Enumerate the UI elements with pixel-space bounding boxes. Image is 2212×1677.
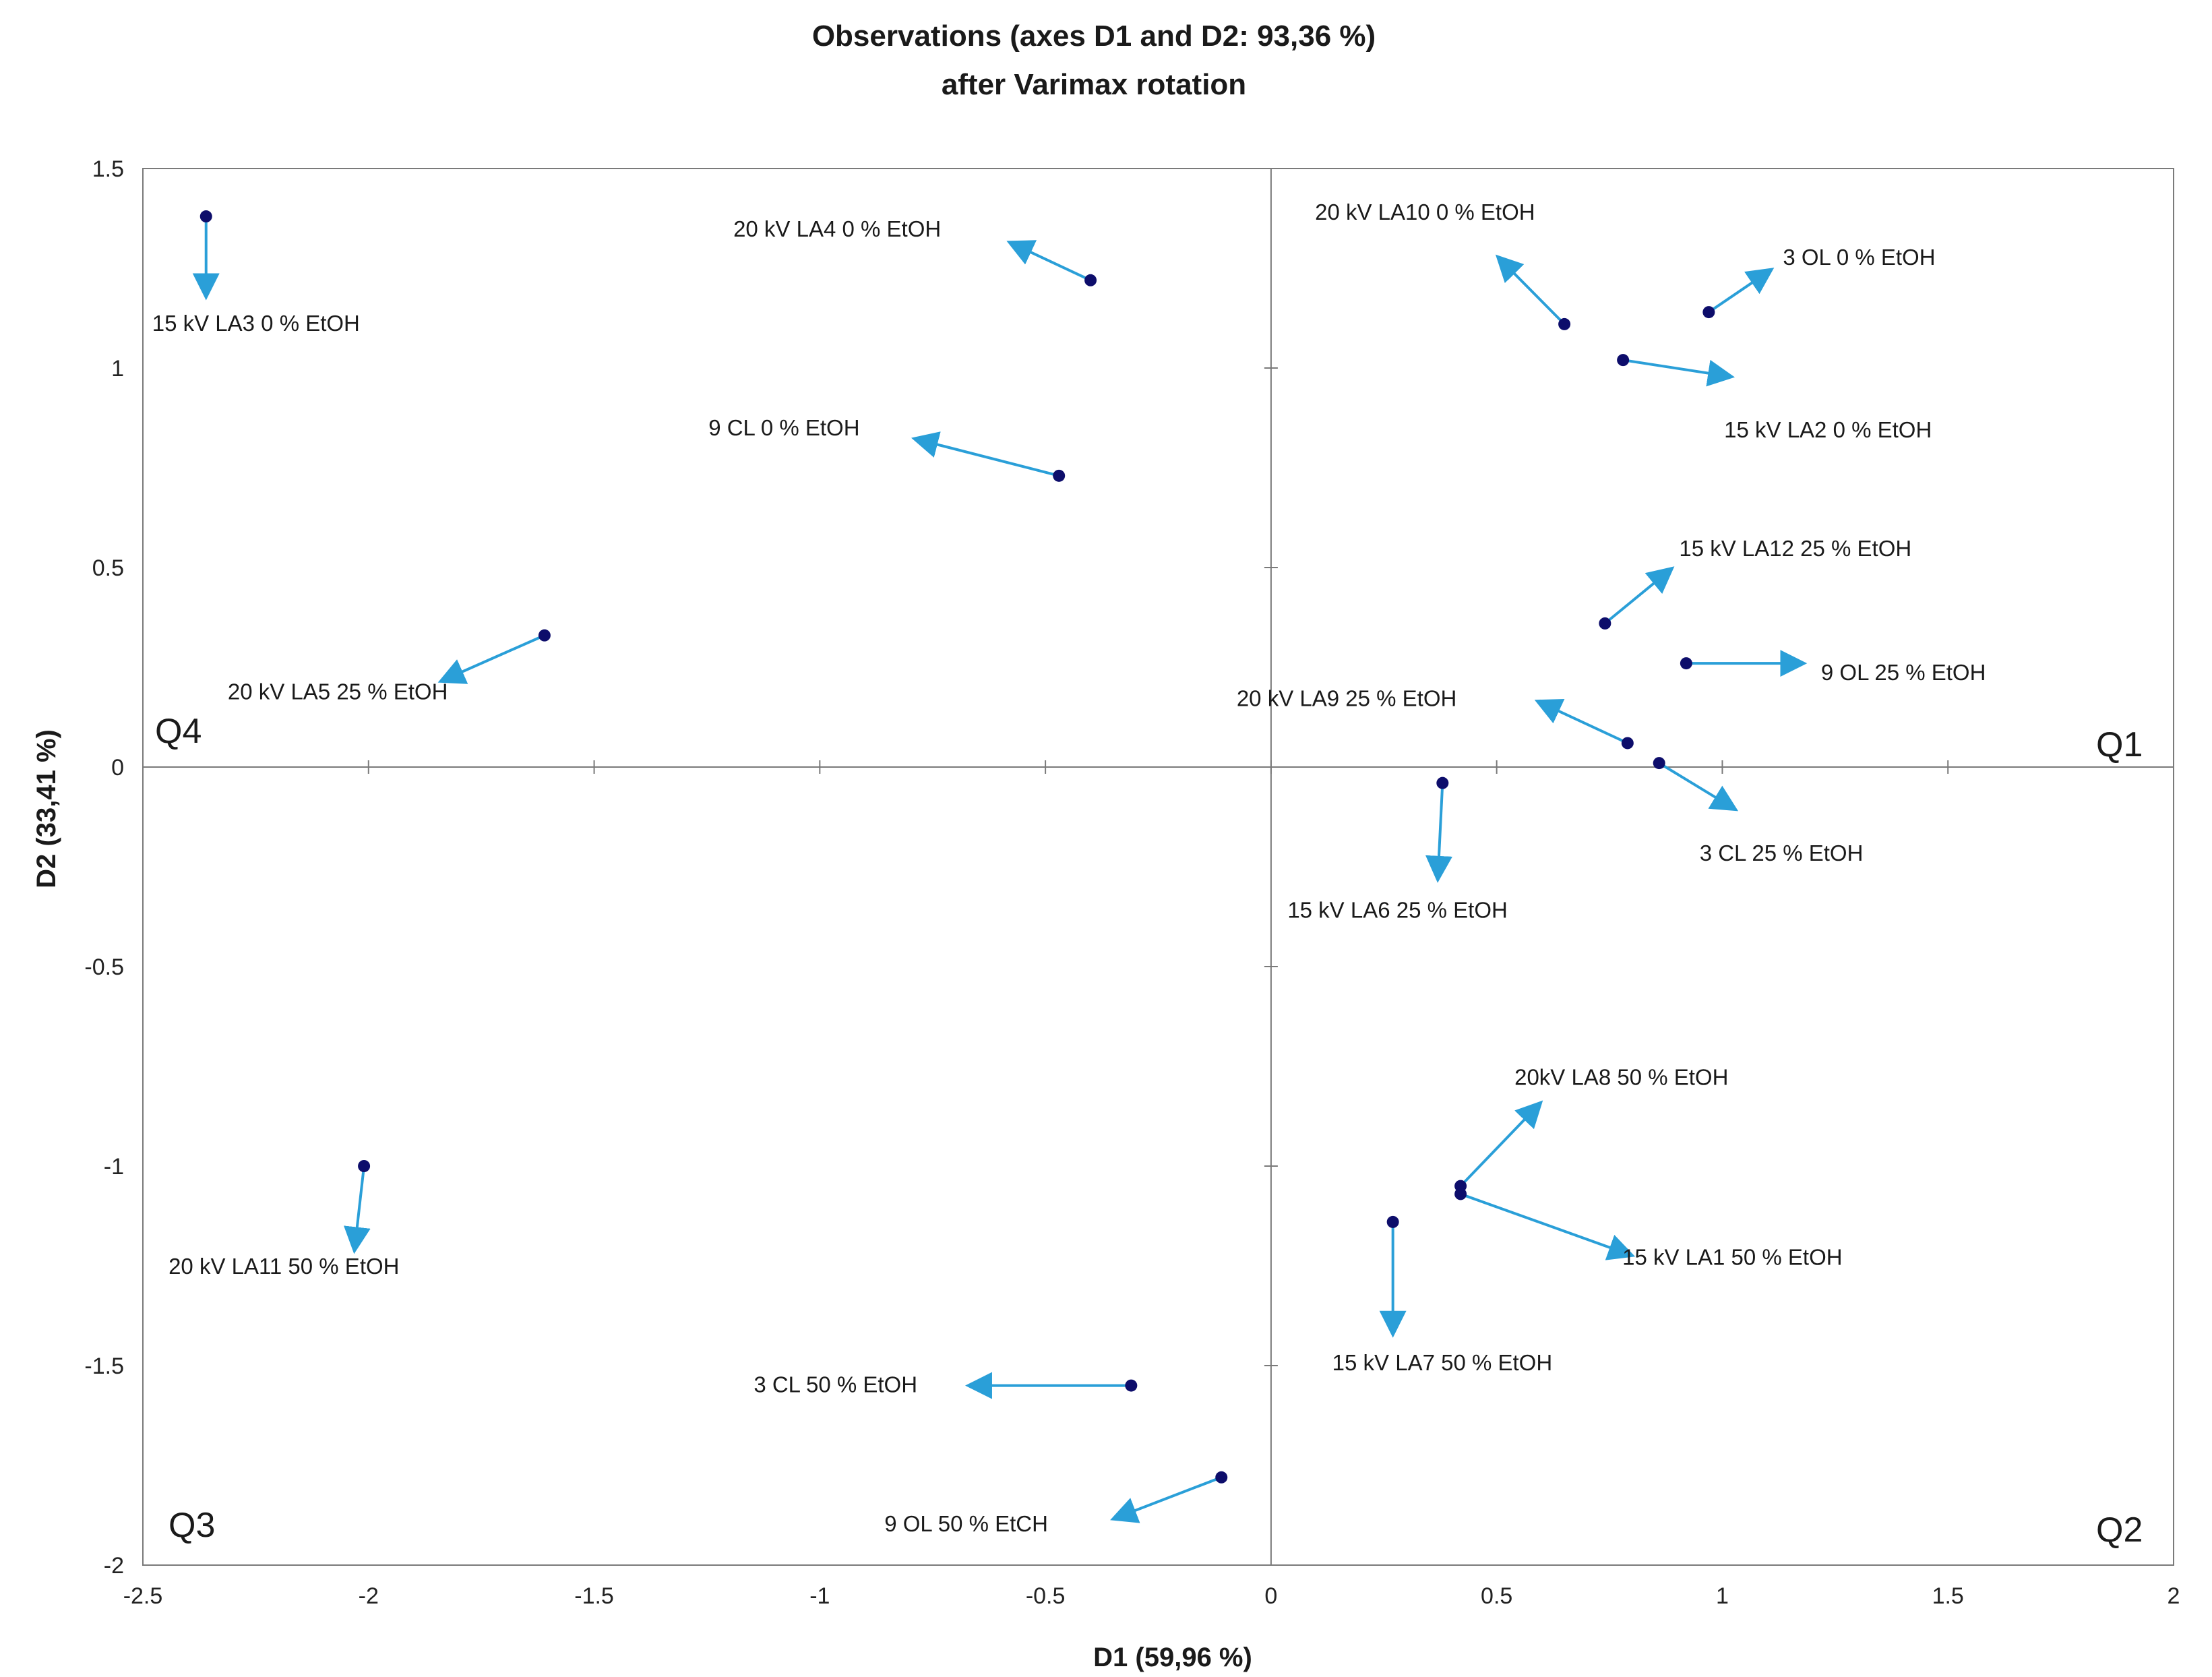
quadrant-labels: Q1 Q2 Q3 Q4 <box>155 712 2143 1550</box>
chart-title: Observations (axes D1 and D2: 93,36 %) <box>812 20 1376 53</box>
axis-ticks: -2.5 -2 -1.5 -1 -0.5 0 0.5 1 1.5 2 -2 -1.5 -1 -0.5 0 0.… <box>84 156 2180 1609</box>
data-point <box>1436 776 1449 789</box>
data-point <box>1599 617 1611 630</box>
x-tick-label: 1 <box>1716 1583 1729 1609</box>
data-point-label: 20 kV LA4 0 % EtOH <box>733 216 941 241</box>
x-tick-label: 0 <box>1264 1583 1277 1609</box>
x-tick-label: -2.5 <box>123 1583 163 1609</box>
data-point-label: 3 OL 0 % EtOH <box>1783 245 1935 270</box>
direction-arrow <box>343 1165 371 1254</box>
direction-arrow <box>1110 1475 1222 1523</box>
data-point <box>1125 1379 1138 1392</box>
data-point-label: 3 CL 50 % EtOH <box>754 1372 917 1397</box>
data-point-label: 15 kV LA2 0 % EtOH <box>1724 417 1932 442</box>
y-tick-label: 0 <box>111 755 124 781</box>
x-tick-label: -2 <box>359 1583 379 1609</box>
chart-subtitle: after Varimax rotation <box>942 68 1246 101</box>
y-tick-label: 0.5 <box>92 555 124 581</box>
direction-arrow <box>1534 698 1628 745</box>
data-point <box>1454 1188 1467 1200</box>
data-point <box>1053 469 1066 482</box>
data-point <box>199 210 212 223</box>
data-point <box>538 629 551 642</box>
direction-arrow <box>1495 254 1566 326</box>
x-tick-label: 1.5 <box>1932 1583 1964 1609</box>
data-marks: 15 kV LA3 0 % EtOH 20 kV LA4 0 % EtOH 9 CL… <box>152 200 1986 1536</box>
data-point-label: 15 kV LA6 25 % EtOH <box>1287 898 1508 923</box>
y-axis-title: D2 (33,41 %) <box>32 729 61 888</box>
y-tick-label: -0.5 <box>84 954 124 980</box>
quadrant-label-q1: Q1 <box>2096 725 2143 764</box>
data-point-label: 20 kV LA9 25 % EtOH <box>1237 685 1457 710</box>
data-point <box>1084 274 1097 286</box>
data-point-label: 15 kV LA12 25 % EtOH <box>1679 536 1911 561</box>
x-tick-label: -0.5 <box>1026 1583 1066 1609</box>
x-tick-label: -1 <box>809 1583 830 1609</box>
data-point-label: 20kV LA8 50 % EtOH <box>1514 1065 1728 1090</box>
direction-arrow <box>437 634 545 684</box>
data-point-label: 9 OL 50 % EtCH <box>884 1511 1048 1536</box>
data-point <box>1617 354 1630 367</box>
x-tick-label: 2 <box>2168 1583 2180 1609</box>
direction-arrow <box>1604 566 1675 625</box>
data-point <box>1386 1215 1399 1228</box>
data-point-label: 15 kV LA1 50 % EtOH <box>1622 1244 1843 1269</box>
quadrant-label-q4: Q4 <box>155 712 202 751</box>
data-point <box>1558 317 1571 330</box>
data-point <box>1215 1471 1228 1484</box>
data-point <box>1621 737 1634 750</box>
data-point <box>358 1160 371 1172</box>
direction-arrow <box>1658 762 1739 812</box>
plot-area-frame <box>142 168 2174 1566</box>
data-point-label: 3 CL 25 % EtOH <box>1700 841 1864 865</box>
direction-arrow <box>1708 268 1775 313</box>
x-tick-label: -1.5 <box>574 1583 614 1609</box>
direction-arrow <box>1006 240 1091 282</box>
data-point <box>1702 306 1715 319</box>
y-tick-label: -1 <box>104 1154 124 1180</box>
data-point <box>1680 657 1692 670</box>
data-point-label: 20 kV LA10 0 % EtOH <box>1315 200 1535 224</box>
y-tick-label: -1.5 <box>84 1353 124 1379</box>
data-point-label: 9 CL 0 % EtOH <box>708 415 859 440</box>
x-axis-title: D1 (59,96 %) <box>1093 1643 1252 1672</box>
quadrant-label-q3: Q3 <box>168 1506 215 1545</box>
direction-arrow <box>1425 783 1452 883</box>
direction-arrow <box>1622 359 1735 387</box>
y-tick-label: 1 <box>111 356 124 382</box>
y-tick-label: -2 <box>104 1553 124 1579</box>
y-tick-label: 1.5 <box>92 156 124 182</box>
data-point <box>1653 757 1665 770</box>
direction-arrow <box>911 431 1059 477</box>
quadrant-label-q2: Q2 <box>2096 1511 2143 1550</box>
data-point-label: 15 kV LA3 0 % EtOH <box>152 311 360 336</box>
data-point-label: 20 kV LA5 25 % EtOH <box>228 679 448 704</box>
data-point-label: 9 OL 25 % EtOH <box>1821 660 1986 685</box>
direction-arrow <box>1460 1192 1636 1260</box>
direction-arrow <box>1459 1100 1543 1187</box>
x-tick-label: 0.5 <box>1481 1583 1512 1609</box>
data-point-label: 20 kV LA11 50 % EtOH <box>168 1254 399 1279</box>
data-point-label: 15 kV LA7 50 % EtOH <box>1332 1350 1553 1375</box>
